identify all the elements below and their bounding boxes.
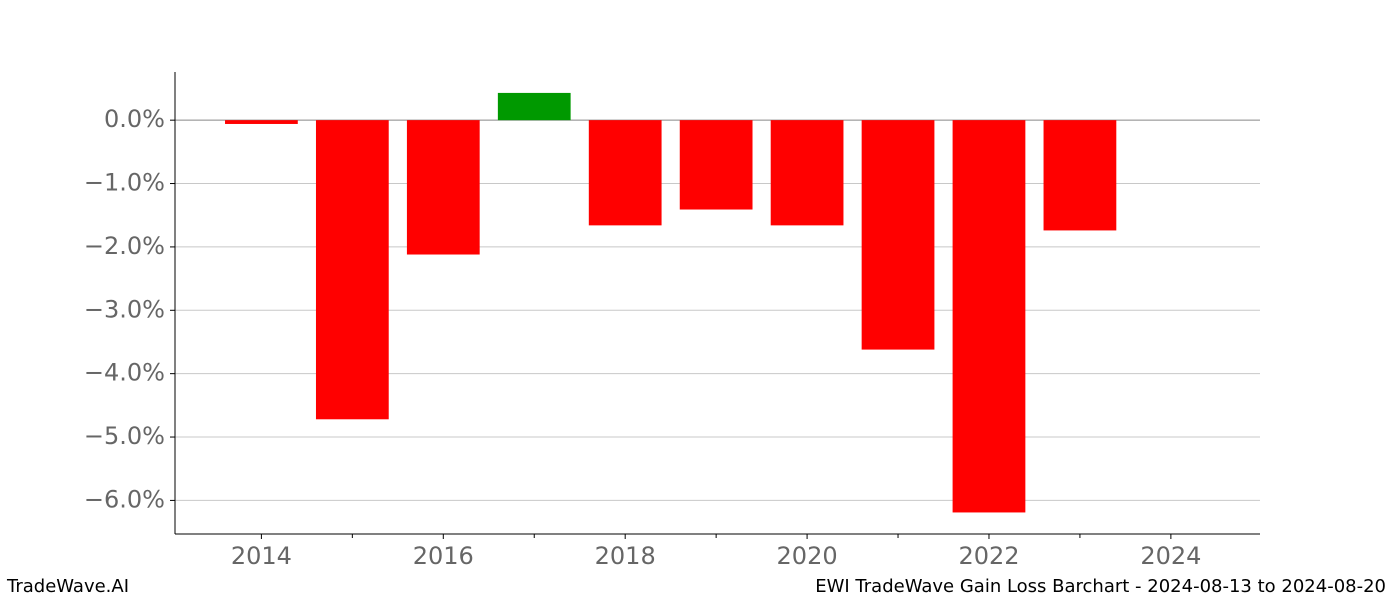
bar xyxy=(497,92,571,121)
x-tick-label: 2016 xyxy=(413,542,474,570)
y-tick-label: −4.0% xyxy=(84,359,165,387)
bar xyxy=(406,120,480,255)
footer-right: EWI TradeWave Gain Loss Barchart - 2024-… xyxy=(815,576,1386,597)
y-tick-label: −2.0% xyxy=(84,232,165,260)
x-tick-label: 2018 xyxy=(595,542,656,570)
x-tick-label: 2020 xyxy=(777,542,838,570)
bar xyxy=(679,120,753,210)
bar xyxy=(588,120,662,226)
x-tick-label: 2024 xyxy=(1140,542,1201,570)
x-tick-label: 2014 xyxy=(231,542,292,570)
bar xyxy=(315,120,389,420)
bar xyxy=(770,120,844,226)
bar xyxy=(1043,120,1117,231)
y-tick-label: −5.0% xyxy=(84,422,165,450)
y-tick-label: −1.0% xyxy=(84,169,165,197)
y-tick-label: −6.0% xyxy=(84,485,165,513)
y-tick-label: −3.0% xyxy=(84,295,165,323)
bar xyxy=(225,120,298,124)
bar xyxy=(952,120,1026,513)
y-tick-label: 0.0% xyxy=(104,105,165,133)
bar xyxy=(861,120,935,350)
x-tick-label: 2022 xyxy=(958,542,1019,570)
footer-left: TradeWave.AI xyxy=(6,576,129,597)
